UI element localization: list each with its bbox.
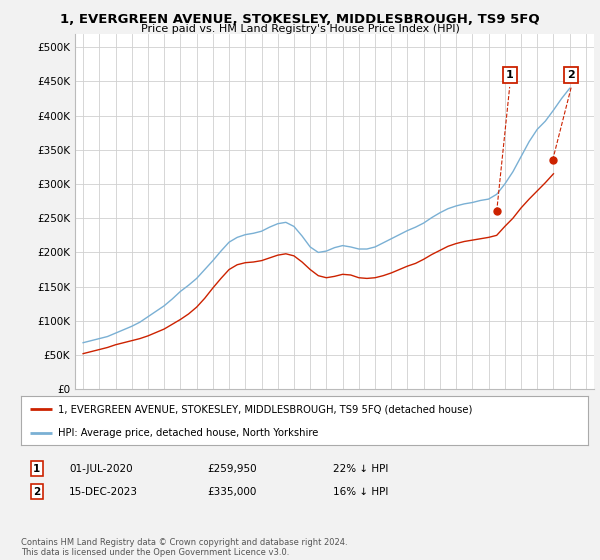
Text: £259,950: £259,950 [207, 464, 257, 474]
Text: 22% ↓ HPI: 22% ↓ HPI [333, 464, 388, 474]
Text: 2: 2 [33, 487, 40, 497]
Text: 1: 1 [506, 69, 514, 80]
Text: 2: 2 [568, 69, 575, 80]
Text: 1: 1 [33, 464, 40, 474]
Text: 1, EVERGREEN AVENUE, STOKESLEY, MIDDLESBROUGH, TS9 5FQ: 1, EVERGREEN AVENUE, STOKESLEY, MIDDLESB… [60, 13, 540, 26]
Text: Contains HM Land Registry data © Crown copyright and database right 2024.
This d: Contains HM Land Registry data © Crown c… [21, 538, 347, 557]
Text: 01-JUL-2020: 01-JUL-2020 [69, 464, 133, 474]
Text: HPI: Average price, detached house, North Yorkshire: HPI: Average price, detached house, Nort… [58, 428, 318, 438]
Text: 15-DEC-2023: 15-DEC-2023 [69, 487, 138, 497]
Text: Price paid vs. HM Land Registry's House Price Index (HPI): Price paid vs. HM Land Registry's House … [140, 24, 460, 34]
Text: 16% ↓ HPI: 16% ↓ HPI [333, 487, 388, 497]
Text: £335,000: £335,000 [207, 487, 256, 497]
Text: 1, EVERGREEN AVENUE, STOKESLEY, MIDDLESBROUGH, TS9 5FQ (detached house): 1, EVERGREEN AVENUE, STOKESLEY, MIDDLESB… [58, 404, 472, 414]
